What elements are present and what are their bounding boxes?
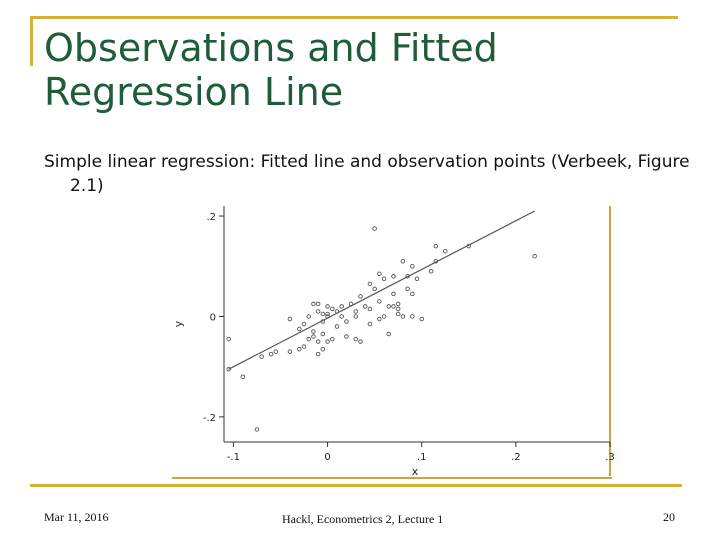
data-points xyxy=(226,226,537,432)
data-point xyxy=(353,336,359,342)
data-point xyxy=(315,301,321,307)
data-point xyxy=(311,301,316,307)
data-point xyxy=(325,339,330,344)
data-point xyxy=(367,321,373,327)
data-point xyxy=(339,304,344,309)
data-point xyxy=(400,258,406,264)
data-point xyxy=(419,316,424,322)
data-point xyxy=(358,339,363,344)
data-point xyxy=(297,346,302,352)
x-ticks: -.1 0 .1 .2 .3 xyxy=(227,442,615,463)
data-point xyxy=(325,311,330,317)
data-point xyxy=(311,334,316,339)
data-point xyxy=(386,331,392,337)
data-point xyxy=(287,316,293,322)
data-point xyxy=(325,304,330,309)
x-tick-label: .2 xyxy=(511,452,521,463)
y-axis-title: y xyxy=(172,320,185,327)
title-frame-left xyxy=(30,16,33,66)
data-point xyxy=(330,306,335,312)
footer-course: Hackl, Econometrics 2, Lecture 1 xyxy=(282,512,444,526)
x-tick-label: -.1 xyxy=(227,452,240,463)
x-tick-label: .1 xyxy=(417,452,427,463)
data-point xyxy=(301,344,307,349)
data-point xyxy=(344,334,349,339)
data-point xyxy=(400,314,406,319)
x-tick-label: .3 xyxy=(605,452,615,463)
data-point xyxy=(367,281,373,287)
data-point xyxy=(405,286,410,292)
data-point xyxy=(353,309,359,314)
data-point xyxy=(320,346,326,352)
slide-title: Observations and Fitted Regression Line xyxy=(44,26,498,114)
data-point xyxy=(358,294,363,299)
data-point xyxy=(306,336,311,342)
x-tick-label: 0 xyxy=(324,452,330,463)
fitted-regression-line xyxy=(228,210,535,370)
x-axis-title: x xyxy=(412,465,419,478)
data-point xyxy=(273,349,279,354)
data-point xyxy=(315,309,321,314)
data-point xyxy=(353,314,359,319)
data-point xyxy=(410,314,415,319)
data-point xyxy=(391,304,396,309)
data-point xyxy=(311,329,316,334)
data-point xyxy=(395,306,401,312)
data-point xyxy=(381,276,387,282)
data-point xyxy=(315,339,321,344)
y-tick-label: -.2 xyxy=(203,413,216,424)
data-point xyxy=(395,311,401,317)
data-point xyxy=(377,316,382,322)
data-point xyxy=(320,331,326,337)
data-point xyxy=(240,374,246,379)
data-point xyxy=(334,324,340,329)
data-point xyxy=(254,427,260,432)
data-point xyxy=(301,321,307,327)
data-point xyxy=(414,276,420,282)
data-point xyxy=(410,291,415,297)
data-point xyxy=(226,366,231,372)
data-point xyxy=(377,299,382,304)
data-point xyxy=(306,314,311,319)
data-point xyxy=(297,326,302,332)
chart-background xyxy=(172,206,617,482)
data-point xyxy=(532,253,537,259)
title-frame-top xyxy=(30,16,678,19)
footer-date: Mar 11, 2016 xyxy=(44,510,109,524)
data-point xyxy=(381,314,387,319)
data-point xyxy=(391,291,396,297)
data-point xyxy=(410,264,415,269)
data-point xyxy=(442,248,448,254)
footer-divider xyxy=(30,484,682,487)
data-point xyxy=(386,304,392,309)
scatter-chart: -.2 0 .2 -.1 0 .1 .2 .3 y x xyxy=(172,206,617,482)
data-point xyxy=(362,304,368,309)
y-ticks: -.2 0 .2 xyxy=(203,212,224,424)
data-point xyxy=(315,351,321,357)
slide-subtitle: Simple linear regression: Fitted line an… xyxy=(44,152,690,196)
y-tick-label: .2 xyxy=(206,212,216,223)
data-point xyxy=(268,351,274,357)
data-point xyxy=(287,349,293,354)
data-point xyxy=(320,311,326,317)
data-point xyxy=(395,301,401,307)
data-point xyxy=(391,274,396,279)
slide-number: 20 xyxy=(663,510,675,524)
data-point xyxy=(372,286,377,292)
data-point xyxy=(259,354,264,359)
data-point xyxy=(330,336,335,342)
data-point xyxy=(339,314,344,319)
data-point xyxy=(344,319,349,324)
y-tick-label: 0 xyxy=(210,312,216,323)
data-point xyxy=(377,271,382,277)
data-point xyxy=(428,269,434,274)
data-point xyxy=(367,306,373,312)
data-point xyxy=(226,336,231,342)
data-point xyxy=(372,226,377,231)
data-point xyxy=(433,243,439,249)
